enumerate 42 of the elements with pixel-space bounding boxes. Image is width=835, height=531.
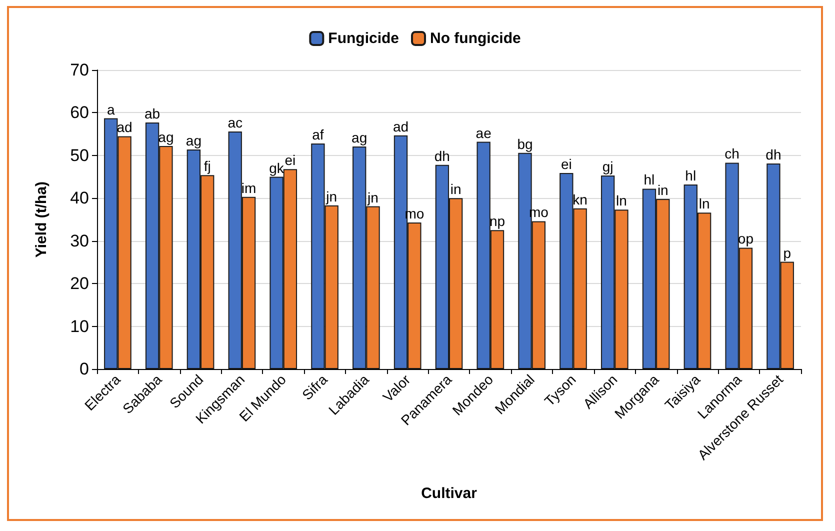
- y-tick-label: 20: [70, 274, 89, 294]
- data-label: ch: [724, 146, 740, 162]
- data-label: dh: [766, 146, 782, 163]
- data-label: af: [312, 126, 324, 142]
- data-label: im: [241, 180, 256, 196]
- data-label: ln: [616, 192, 627, 209]
- data-label: ad: [392, 118, 409, 134]
- y-tick-label: 10: [70, 316, 89, 336]
- data-label: hl: [644, 172, 655, 188]
- data-label: ac: [228, 114, 243, 131]
- data-label: p: [783, 244, 792, 261]
- data-label: ei: [560, 156, 572, 172]
- data-label: kn: [572, 191, 588, 208]
- data-label: ae: [476, 124, 492, 141]
- data-label: bg: [517, 136, 533, 152]
- data-label: ei: [284, 152, 296, 168]
- y-tick-label: 30: [70, 231, 89, 250]
- y-tick-label: 0: [80, 360, 89, 378]
- data-label: ag: [186, 132, 202, 148]
- data-label: jn: [325, 188, 338, 204]
- data-label: dh: [434, 148, 450, 164]
- y-tick-label: 50: [70, 146, 89, 165]
- data-label: ag: [352, 129, 368, 146]
- data-label: fj: [204, 158, 211, 174]
- y-axis-title: Yield (t/ha): [33, 181, 50, 258]
- x-tick-label: Sifra: [298, 371, 331, 403]
- y-tick-label: 70: [70, 60, 89, 80]
- data-label: hl: [685, 167, 696, 184]
- y-tick-label: 60: [70, 103, 89, 122]
- data-label: jn: [366, 189, 378, 206]
- x-axis-title: Cultivar: [421, 485, 478, 502]
- data-label: a: [106, 101, 115, 118]
- legend-label: No fungicide: [430, 30, 521, 47]
- data-label: ln: [698, 196, 710, 212]
- data-label: in: [450, 181, 462, 198]
- data-label: in: [657, 182, 668, 198]
- data-label: gj: [602, 158, 614, 175]
- legend-label: Fungicide: [328, 30, 400, 47]
- data-label: ab: [144, 106, 160, 122]
- y-tick-label: 40: [70, 188, 89, 208]
- data-label: gk: [269, 160, 285, 176]
- data-label: np: [489, 213, 506, 230]
